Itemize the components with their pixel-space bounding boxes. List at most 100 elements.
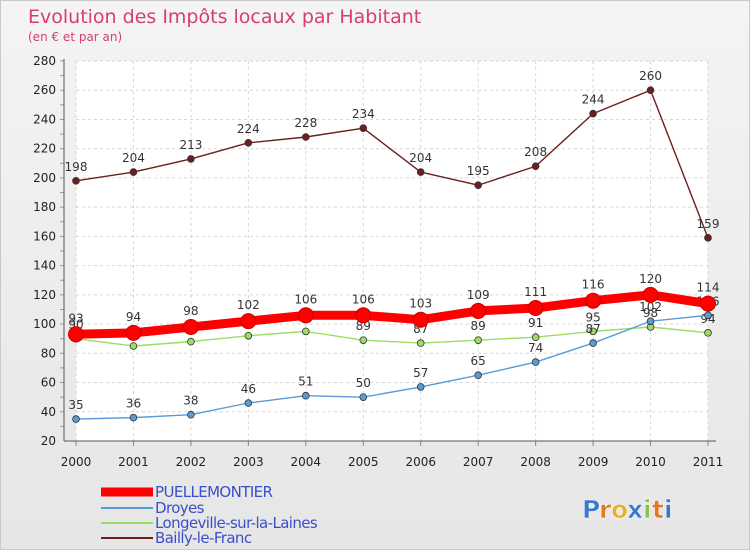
legend-label: Droyes: [155, 499, 205, 517]
data-label: 204: [122, 151, 145, 165]
x-tick-label: 2008: [520, 455, 551, 469]
data-label: 102: [639, 300, 662, 314]
x-tick-label: 2011: [693, 455, 724, 469]
data-label: 103: [409, 297, 432, 311]
data-point: [474, 181, 482, 190]
data-point: [355, 307, 372, 324]
series-line: [75, 89, 709, 239]
data-label: 106: [294, 292, 317, 306]
x-tick-label: 2010: [635, 455, 666, 469]
proxiti-logo: Pr ox i t i: [582, 495, 673, 525]
data-label: 198: [65, 160, 88, 174]
data-point: [359, 336, 368, 344]
legend-label: Bailly-le-Franc: [155, 529, 252, 547]
data-label: 234: [352, 107, 375, 121]
data-label: 87: [585, 322, 600, 336]
data-point: [470, 302, 487, 319]
brand-letter: i: [643, 495, 652, 524]
legend-item: PUELLEMONTIER: [101, 483, 273, 501]
x-tick-label: 2002: [176, 455, 207, 469]
y-tick-label: 120: [33, 288, 56, 302]
data-point: [474, 336, 482, 344]
data-label: 111: [524, 285, 547, 299]
x-tick-label: 2000: [61, 455, 92, 469]
data-label: 204: [409, 151, 432, 165]
data-point: [244, 399, 253, 407]
data-label: 213: [179, 138, 202, 152]
data-point: [700, 295, 716, 312]
y-tick-label: 180: [33, 200, 56, 214]
data-label: 51: [298, 375, 313, 389]
legend-item: Bailly-le-Franc: [101, 529, 252, 547]
data-point: [187, 410, 195, 419]
data-label: 89: [356, 319, 371, 333]
series-bailly-le-franc: 198 204 213 224 228 234 204 195 208 244 260 159: [65, 69, 720, 242]
data-point: [240, 313, 257, 330]
data-label: 46: [241, 382, 256, 396]
data-point: [72, 177, 80, 185]
data-point: [125, 324, 142, 341]
y-tick-label: 80: [41, 346, 56, 360]
brand-letter: P: [582, 495, 600, 524]
data-point: [585, 292, 602, 309]
legend-label: PUELLEMONTIER: [155, 483, 273, 501]
data-label: 195: [467, 164, 490, 178]
data-point: [642, 286, 659, 303]
data-label: 35: [68, 398, 83, 412]
data-point: [297, 307, 314, 324]
data-point: [359, 393, 368, 401]
data-point: [531, 358, 540, 366]
data-point: [412, 311, 429, 328]
data-point: [68, 326, 84, 343]
data-label: 65: [471, 354, 486, 368]
y-tick-label: 240: [33, 112, 56, 126]
data-point: [359, 124, 368, 133]
legend-item: Longeville-sur-la-Laines: [101, 514, 319, 532]
data-label: 159: [697, 217, 720, 231]
data-point: [589, 327, 597, 336]
y-tick-label: 40: [41, 405, 56, 419]
data-point: [302, 327, 310, 336]
data-point: [527, 300, 544, 316]
data-label: 260: [639, 69, 662, 83]
brand-letter: x: [627, 495, 643, 524]
data-point: [704, 329, 712, 337]
y-tick-label: 160: [33, 229, 56, 243]
series-line: [71, 290, 713, 339]
data-label: 98: [183, 304, 198, 318]
y-tick-label: 280: [33, 54, 56, 68]
data-label: 36: [126, 397, 141, 411]
x-tick-label: 2006: [405, 455, 436, 469]
y-tick-label: 220: [33, 142, 56, 156]
chart-title: Evolution des Impôts locaux par Habitant: [28, 6, 421, 28]
data-point: [187, 337, 195, 346]
y-tick-label: 100: [33, 317, 56, 331]
data-label: 50: [356, 376, 371, 390]
x-tick-label: 2005: [348, 455, 379, 469]
data-point: [474, 371, 482, 380]
data-point: [244, 331, 253, 340]
brand-letter: t: [652, 495, 664, 524]
data-label: 38: [183, 394, 198, 408]
legend-label: Longeville-sur-la-Laines: [155, 514, 318, 532]
y-tick-label: 20: [41, 434, 56, 448]
data-label: 114: [697, 281, 720, 295]
x-tick-label: 2004: [291, 455, 322, 469]
series-line: [75, 326, 709, 347]
data-label: 224: [237, 122, 260, 136]
data-label: 89: [471, 319, 486, 333]
y-tick-label: 260: [33, 83, 56, 97]
data-label: 244: [582, 93, 605, 107]
data-point: [704, 234, 712, 242]
data-label: 93: [68, 311, 83, 325]
data-point: [187, 155, 195, 163]
x-tick-label: 2007: [463, 455, 494, 469]
x-tick-label: 2001: [118, 455, 149, 469]
data-point: [589, 109, 597, 118]
data-point: [416, 339, 425, 347]
data-label: 102: [237, 298, 260, 312]
brand-letter: o: [611, 495, 628, 524]
axis-layer: 20 40 60 80 100 120 140 160 180 200 220 240 260 280 20…: [33, 54, 723, 469]
